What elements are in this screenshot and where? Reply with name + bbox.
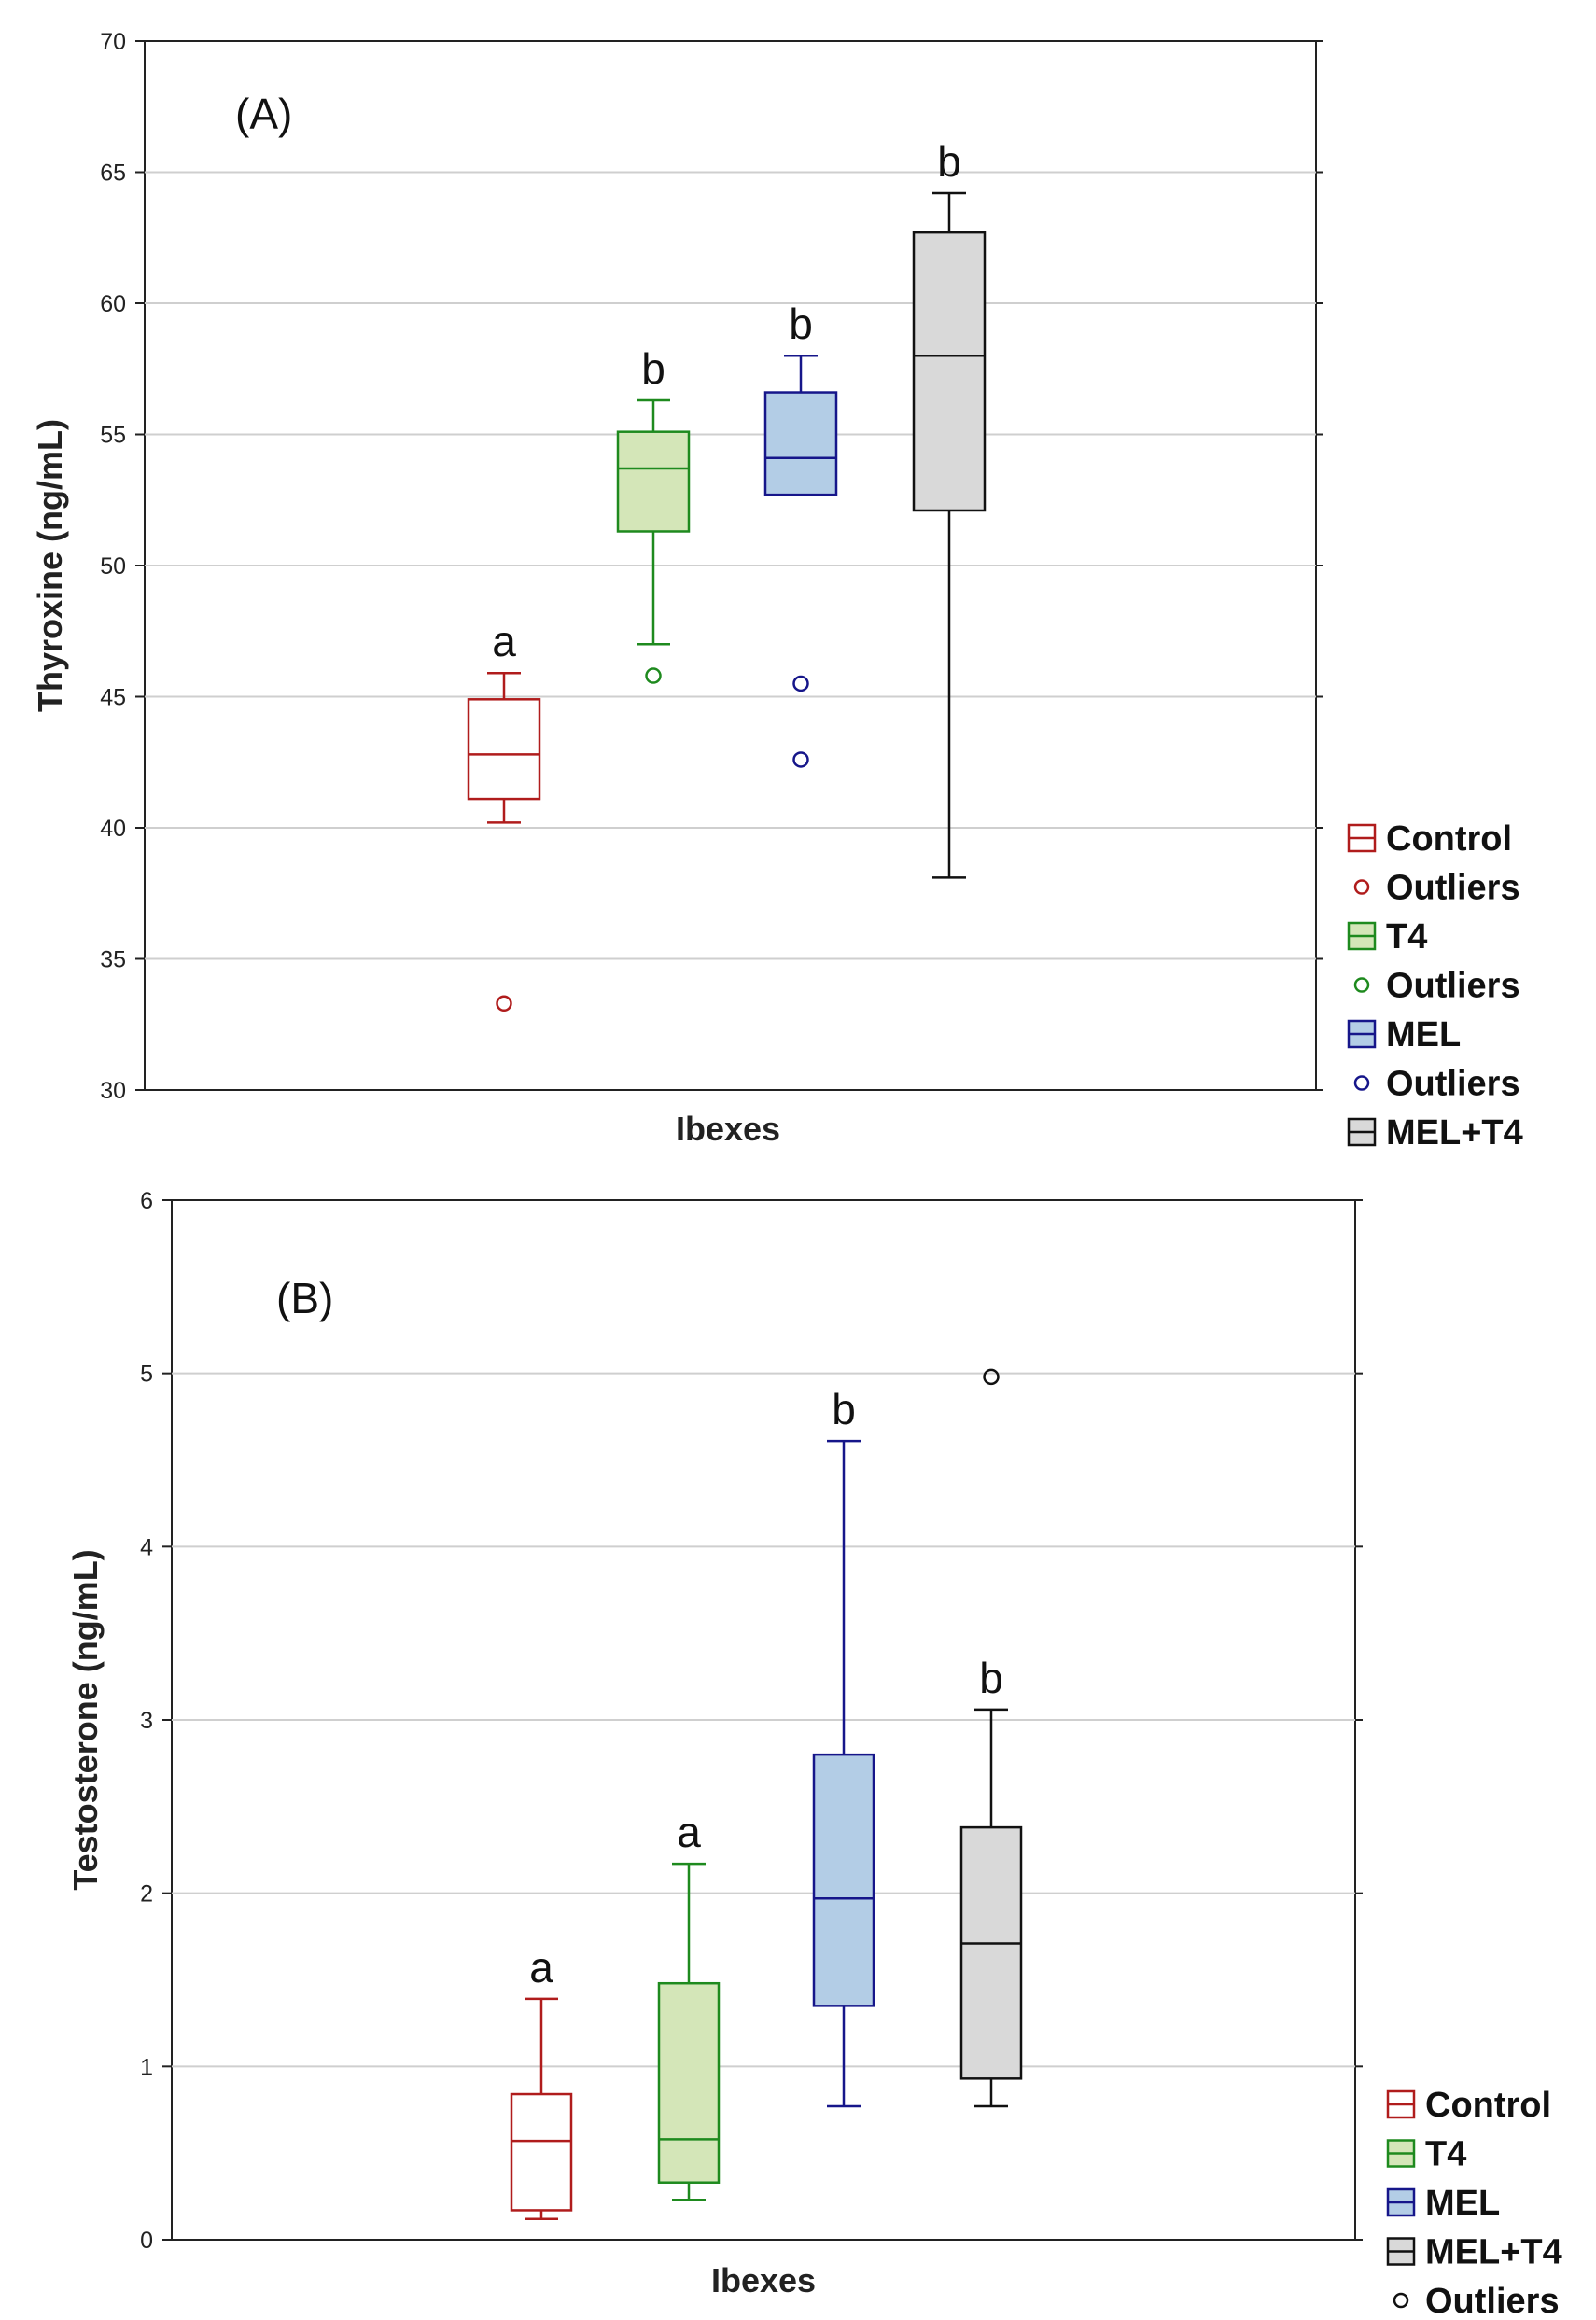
- panel-a-t4-iqr-box: [616, 430, 691, 533]
- panel-a-legend-outlier-marker-5: [1353, 1075, 1370, 1091]
- panel-a-legend-label-outliers: Outliers: [1386, 869, 1520, 908]
- panel-a-legend-item-2: T4: [1347, 917, 1427, 957]
- panel-a-y-ticks: 30 35 40 45 50 55 60 65 70: [100, 29, 1323, 1104]
- panel-b-legend: Control T4 MEL MEL+T4 Outliers: [1386, 2086, 1562, 2320]
- panel-a-box-t4: b: [616, 344, 691, 684]
- panel-a-legend-item-3: Outliers: [1353, 967, 1520, 1006]
- panel-b-tick-label-3: 3: [140, 1708, 153, 1734]
- panel-b-box-control: a: [510, 1943, 573, 2220]
- panel-a-mel-outlier-1: [792, 751, 809, 768]
- panel-b-mel-iqr-box: [812, 1753, 875, 2007]
- panel-a-legend-label-outliers: Outliers: [1386, 1065, 1520, 1104]
- panel-a-y-axis-title: Thyroxine (ng/mL): [31, 419, 69, 712]
- panel-a-box-control: a: [467, 617, 541, 1013]
- panel-a-boxes: a b b b: [467, 137, 987, 1013]
- panel-a-legend-item-0: Control: [1347, 819, 1512, 859]
- panel-b-mel-t4-significance-letter: b: [979, 1654, 1003, 1702]
- panel-b-legend-item-3: MEL+T4: [1386, 2233, 1562, 2272]
- panel-a-tick-label-65: 65: [100, 161, 126, 187]
- panel-a-mel-t4-significance-letter: b: [937, 137, 961, 186]
- panel-a-legend-label-outliers: Outliers: [1386, 967, 1520, 1006]
- panel-a-tick-label-30: 30: [100, 1078, 126, 1104]
- panel-b-legend-outlier-marker-4: [1393, 2292, 1409, 2309]
- panel-a-control-iqr-box: [467, 698, 541, 801]
- panel-a-control-outlier-0: [496, 995, 512, 1013]
- panel-a-legend-item-4: MEL: [1347, 1015, 1461, 1055]
- panel-a-legend-label-mel-t4: MEL+T4: [1386, 1113, 1523, 1153]
- panel-a-mel-t4-iqr-box: [912, 231, 987, 512]
- panel-a-mel-outlier-0: [792, 675, 809, 692]
- panel-b-y-ticks: 0 1 2 3 4 5 6: [140, 1188, 1363, 2254]
- panel-b-legend-item-4: Outliers: [1393, 2282, 1560, 2320]
- panel-a-tick-label-60: 60: [100, 291, 126, 317]
- panel-b-mel-significance-letter: b: [832, 1385, 856, 1433]
- panel-b-box-t4: a: [657, 1808, 721, 2201]
- panel-b-y-axis-title: Testosterone (ng/mL): [66, 1549, 105, 1890]
- panel-a-legend-item-1: Outliers: [1353, 869, 1520, 908]
- panel-b-tick-label-1: 1: [140, 2054, 153, 2080]
- panel-b-t4-significance-letter: a: [677, 1808, 701, 1856]
- panel-a-mel-significance-letter: b: [789, 300, 813, 348]
- panel-a-tick-label-35: 35: [100, 947, 126, 973]
- panel-b-mel-t4-iqr-box: [959, 1825, 1023, 2080]
- panel-a-legend-outlier-marker-3: [1353, 977, 1370, 993]
- panel-a-mel-iqr-box: [763, 391, 838, 496]
- panel-b-legend-label-control: Control: [1425, 2086, 1551, 2125]
- panel-a-tick-label-40: 40: [100, 816, 126, 842]
- panel-a-tick-label-50: 50: [100, 553, 126, 580]
- panel-b-legend-label-outliers: Outliers: [1425, 2282, 1560, 2320]
- panel-a-t4-outlier-0: [645, 667, 662, 684]
- panel-b-legend-label-mel-t4: MEL+T4: [1425, 2233, 1562, 2272]
- panel-a-legend-label-control: Control: [1386, 819, 1512, 859]
- panel-a-box-mel-t4: b: [912, 137, 987, 879]
- panel-a-tick-label-45: 45: [100, 685, 126, 711]
- panel-a-legend: Control Outliers T4 Outliers MEL Outliers MEL+…: [1347, 819, 1523, 1153]
- panel-a-tick-label-55: 55: [100, 423, 126, 449]
- panel-b-box-mel-t4: b: [959, 1368, 1023, 2108]
- panel-b-legend-label-mel: MEL: [1425, 2184, 1500, 2223]
- panel-b-gridlines: [172, 1372, 1355, 2068]
- panel-a-control-significance-letter: a: [492, 617, 516, 665]
- panel-a-tick-label-70: 70: [100, 29, 126, 55]
- panel-b-mel-t4-outlier-0: [983, 1368, 1000, 1386]
- panel-b-legend-item-0: Control: [1386, 2086, 1551, 2125]
- panel-a-legend-outlier-marker-1: [1353, 879, 1370, 895]
- panel-a-legend-item-5: Outliers: [1353, 1065, 1520, 1104]
- panel-b-label: (B): [276, 1274, 333, 1322]
- panel-a-label: (A): [235, 90, 292, 138]
- panel-b-t4-iqr-box: [657, 1981, 721, 2184]
- panel-b-tick-label-2: 2: [140, 1881, 153, 1908]
- panel-b-legend-item-2: MEL: [1386, 2184, 1500, 2223]
- panel-b-tick-label-0: 0: [140, 2228, 153, 2254]
- panel-a-box-mel: b: [763, 300, 838, 768]
- panel-b: 0 1 2 3 4 5 6 a a b b (B) Ibexes Testosterone (ng…: [66, 1188, 1562, 2320]
- panel-a-gridlines: [145, 171, 1316, 960]
- panel-a: 30 35 40 45 50 55 60 65 70 a b b b (A) Ibexes Thyro…: [31, 29, 1523, 1153]
- panel-a-legend-label-t4: T4: [1386, 917, 1427, 957]
- panel-b-box-mel: b: [812, 1385, 875, 2108]
- panel-a-legend-label-mel: MEL: [1386, 1015, 1461, 1055]
- panel-b-boxes: a a b b: [510, 1368, 1023, 2220]
- panel-b-tick-label-5: 5: [140, 1362, 153, 1388]
- panel-b-legend-label-t4: T4: [1425, 2135, 1466, 2174]
- panel-a-x-axis-title: Ibexes: [676, 1110, 780, 1148]
- panel-b-control-significance-letter: a: [529, 1943, 553, 1992]
- panel-b-legend-item-1: T4: [1386, 2135, 1466, 2174]
- panel-b-x-axis-title: Ibexes: [711, 2261, 816, 2299]
- panel-b-control-iqr-box: [510, 2092, 573, 2212]
- panel-b-tick-label-6: 6: [140, 1188, 153, 1214]
- panel-a-legend-item-6: MEL+T4: [1347, 1113, 1523, 1153]
- panel-b-tick-label-4: 4: [140, 1534, 153, 1560]
- panel-a-t4-significance-letter: b: [641, 344, 665, 393]
